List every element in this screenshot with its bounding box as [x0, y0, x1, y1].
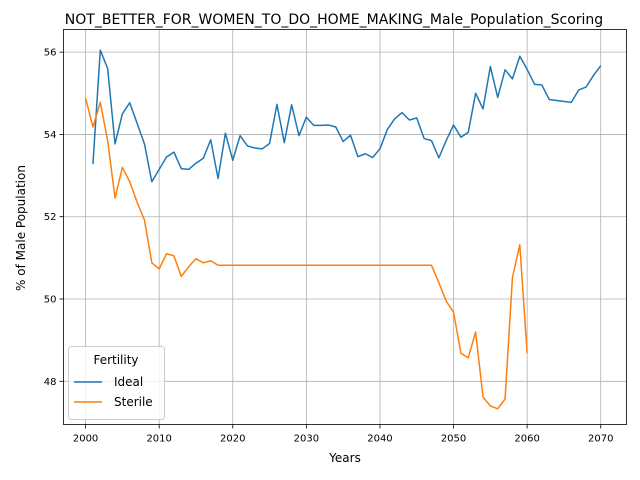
- x-tick-label: 2060: [514, 434, 539, 445]
- series-lines: [84, 49, 602, 410]
- y-axis-ticks: 48 50 52 54 56: [44, 48, 64, 388]
- series-line-ideal: [92, 49, 602, 183]
- y-tick-label: 56: [44, 48, 57, 59]
- x-tick-label: 2040: [367, 434, 392, 445]
- x-tick-label: 2020: [220, 434, 245, 445]
- y-axis-label: % of Male Population: [14, 165, 28, 291]
- plot-area: [63, 29, 627, 425]
- x-tick-label: 2030: [294, 434, 319, 445]
- legend: Fertility Ideal Sterile: [68, 346, 165, 420]
- y-tick-label: 52: [44, 212, 57, 223]
- y-tick-label: 50: [44, 295, 57, 306]
- x-tick-label: 2070: [588, 434, 613, 445]
- x-tick-label: 2010: [146, 434, 171, 445]
- legend-label-sterile: Sterile: [114, 395, 153, 409]
- y-tick-label: 54: [44, 130, 57, 141]
- y-tick-label: 48: [44, 377, 57, 388]
- x-axis-ticks: 2000 2010 2020 2030 2040 2050 2060 2070: [73, 424, 613, 445]
- x-tick-label: 2000: [73, 434, 98, 445]
- legend-label-ideal: Ideal: [114, 375, 143, 389]
- chart-title: NOT_BETTER_FOR_WOMEN_TO_DO_HOME_MAKING_M…: [65, 12, 603, 28]
- x-axis-label: Years: [328, 451, 361, 465]
- x-tick-label: 2050: [441, 434, 466, 445]
- series-line-sterile: [84, 98, 528, 410]
- legend-title: Fertility: [93, 353, 138, 367]
